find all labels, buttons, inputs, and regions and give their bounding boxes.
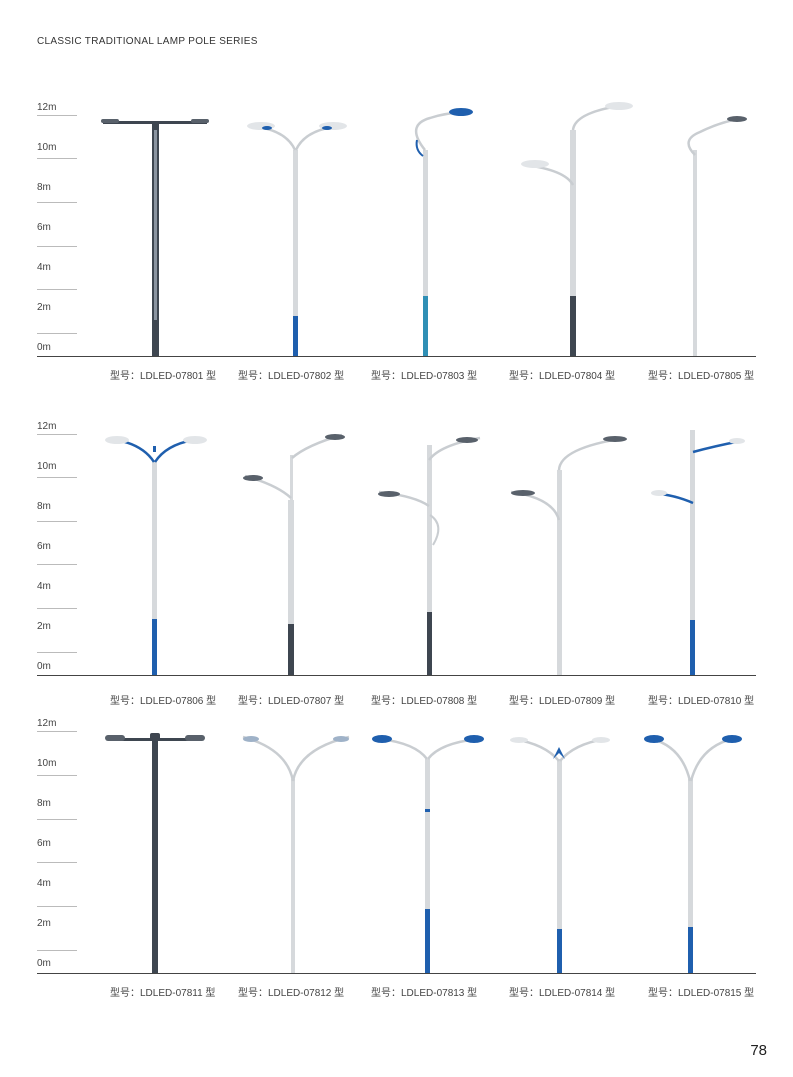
lamp-pole-07802: [247, 122, 347, 356]
scale-label-8m: 8m: [37, 798, 51, 809]
model-caption-07811: 型号：LDLED-07811 型: [110, 988, 216, 999]
lamp-pole-07805: [687, 116, 747, 356]
model-caption-07812: 型号：LDLED-07812 型: [238, 988, 345, 999]
scale-label-8m: 8m: [37, 501, 51, 512]
scale-tick: [37, 819, 77, 820]
model-caption-07807: 型号：LDLED-07807 型: [238, 696, 345, 707]
scale-label-6m: 6m: [37, 838, 51, 849]
ground-line: [37, 973, 756, 974]
scale-label-4m: 4m: [37, 262, 51, 273]
scale-tick: [37, 202, 77, 203]
ground-line: [37, 356, 756, 357]
scale-label-12m: 12m: [37, 102, 57, 113]
scale-label-6m: 6m: [37, 222, 51, 233]
scale-tick: [37, 246, 77, 247]
scale-tick: [37, 775, 77, 776]
lamp-pole-07810: [651, 430, 745, 675]
scale-label-2m: 2m: [37, 918, 51, 929]
model-caption-07804: 型号：LDLED-07804 型: [509, 371, 616, 382]
model-caption-07801: 型号：LDLED-07801 型: [110, 371, 217, 382]
scale-tick: [37, 652, 77, 653]
scale-tick: [37, 564, 77, 565]
scale-label-6m: 6m: [37, 541, 51, 552]
scale-label-2m: 2m: [37, 621, 51, 632]
lamp-pole-07813: [372, 735, 484, 973]
scale-label-10m: 10m: [37, 758, 57, 769]
scale-tick: [37, 434, 77, 435]
scale-label-0m: 0m: [37, 958, 51, 969]
scale-tick: [37, 862, 77, 863]
page-number: 78: [750, 1042, 767, 1059]
scale-tick: [37, 521, 77, 522]
series-title: CLASSIC TRADITIONAL LAMP POLE SERIES: [37, 36, 258, 47]
scale-label-10m: 10m: [37, 142, 57, 153]
model-caption-07805: 型号：LDLED-07805 型: [648, 371, 755, 382]
model-caption-07813: 型号：LDLED-07813 型: [371, 988, 478, 999]
lamp-pole-07812: [242, 735, 350, 973]
scale-tick: [37, 731, 77, 732]
model-caption-07814: 型号：LDLED-07814 型: [509, 988, 616, 999]
model-caption-07815: 型号：LDLED-07815 型: [648, 988, 755, 999]
model-caption-07808: 型号：LDLED-07808 型: [371, 696, 478, 707]
scale-label-4m: 4m: [37, 878, 51, 889]
scale-tick: [37, 115, 77, 116]
lamp-pole-07815: [644, 735, 742, 973]
scale-tick: [37, 158, 77, 159]
model-caption-07802: 型号：LDLED-07802 型: [238, 371, 345, 382]
lamp-pole-07808: [378, 436, 481, 675]
scale-label-0m: 0m: [37, 661, 51, 672]
scale-tick: [37, 906, 77, 907]
scale-tick: [37, 608, 77, 609]
model-caption-07809: 型号：LDLED-07809 型: [509, 696, 616, 707]
model-caption-07806: 型号：LDLED-07806 型: [110, 696, 217, 707]
scale-label-0m: 0m: [37, 342, 51, 353]
scale-tick: [37, 477, 77, 478]
lamp-pole-07801: [101, 119, 209, 356]
scale-label-2m: 2m: [37, 302, 51, 313]
ground-line: [37, 675, 756, 676]
lamp-pole-07806: [105, 436, 207, 675]
lamp-pole-07803: [415, 108, 473, 356]
scale-label-10m: 10m: [37, 461, 57, 472]
lamp-pole-07814: [510, 737, 610, 973]
lamp-pole-07811: [105, 733, 205, 973]
scale-label-12m: 12m: [37, 421, 57, 432]
lamp-pole-07804: [521, 102, 633, 356]
scale-label-12m: 12m: [37, 718, 57, 729]
scale-tick: [37, 950, 77, 951]
scale-tick: [37, 289, 77, 290]
scale-label-4m: 4m: [37, 581, 51, 592]
model-caption-07803: 型号：LDLED-07803 型: [371, 371, 478, 382]
lamp-pole-07807: [243, 433, 345, 675]
scale-tick: [37, 333, 77, 334]
lamp-pole-07809: [510, 436, 627, 675]
scale-label-8m: 8m: [37, 182, 51, 193]
model-caption-07810: 型号：LDLED-07810 型: [648, 696, 755, 707]
